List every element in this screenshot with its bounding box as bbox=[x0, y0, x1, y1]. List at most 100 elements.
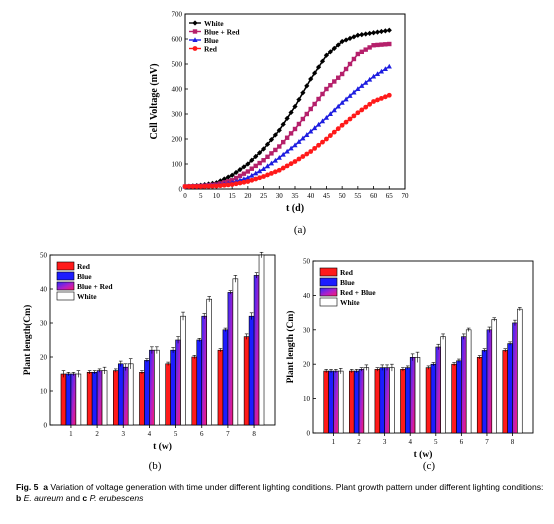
data-point bbox=[192, 20, 198, 26]
bar bbox=[227, 292, 234, 426]
data-point bbox=[268, 137, 275, 143]
data-point bbox=[347, 61, 353, 67]
data-point bbox=[304, 83, 310, 89]
y-tick-label: 600 bbox=[172, 36, 183, 44]
x-tick-label: 3 bbox=[383, 438, 387, 446]
data-point bbox=[378, 28, 385, 35]
data-point bbox=[312, 70, 318, 76]
y-tick-label: 400 bbox=[172, 86, 183, 94]
y-tick-label: 40 bbox=[40, 286, 48, 294]
data-point bbox=[335, 42, 341, 48]
data-point bbox=[355, 110, 361, 116]
data-point bbox=[237, 173, 243, 179]
series-line bbox=[184, 65, 390, 188]
data-point bbox=[237, 167, 243, 173]
legend-label: White bbox=[77, 292, 97, 301]
data-point bbox=[225, 182, 231, 188]
data-point bbox=[245, 179, 251, 184]
plot-frame bbox=[312, 260, 534, 434]
bar bbox=[476, 357, 483, 434]
x-tick-label: 65 bbox=[386, 192, 394, 200]
x-tick-label: 8 bbox=[511, 438, 515, 446]
data-point bbox=[296, 121, 302, 127]
plot-frame bbox=[49, 254, 276, 426]
data-point bbox=[374, 71, 381, 76]
data-point bbox=[339, 38, 345, 45]
data-point bbox=[241, 164, 247, 170]
data-point bbox=[296, 97, 302, 103]
data-point bbox=[319, 118, 326, 124]
data-point bbox=[367, 76, 373, 82]
data-point bbox=[272, 157, 278, 163]
data-point bbox=[351, 89, 357, 95]
bar bbox=[232, 278, 239, 426]
bar bbox=[60, 373, 67, 426]
x-tick-label: 5 bbox=[174, 430, 178, 438]
bar bbox=[165, 363, 171, 426]
data-point bbox=[300, 135, 306, 141]
data-point bbox=[300, 116, 306, 122]
data-point bbox=[320, 91, 325, 97]
data-point bbox=[351, 113, 357, 119]
bar bbox=[323, 370, 329, 434]
data-point bbox=[280, 151, 286, 157]
legend-label: Blue bbox=[340, 278, 355, 287]
data-point bbox=[308, 149, 314, 154]
bar bbox=[70, 373, 77, 426]
data-point bbox=[284, 115, 290, 121]
data-point bbox=[265, 154, 270, 160]
chart-a-voltage: 0 5 10 15 20 25 30 35 40 45 50 55 60 65 70010020030040… bbox=[149, 11, 409, 215]
data-point bbox=[308, 106, 313, 112]
data-point bbox=[316, 96, 321, 102]
x-tick-label: 7 bbox=[485, 438, 489, 446]
data-point bbox=[253, 176, 259, 182]
data-point bbox=[284, 163, 290, 169]
x-tick-label: 55 bbox=[354, 192, 362, 200]
y-tick-label: 20 bbox=[40, 354, 48, 362]
data-point bbox=[304, 132, 310, 137]
data-point bbox=[261, 158, 266, 163]
data-point bbox=[315, 64, 322, 70]
legend-label: White bbox=[204, 19, 224, 28]
data-point bbox=[253, 170, 259, 176]
data-point bbox=[249, 157, 255, 163]
x-tick-label: 40 bbox=[307, 192, 315, 200]
data-point bbox=[192, 37, 198, 42]
y-tick-label: 30 bbox=[40, 320, 48, 328]
bar bbox=[191, 356, 198, 426]
data-point bbox=[383, 42, 388, 47]
data-point bbox=[257, 150, 263, 156]
data-point bbox=[312, 145, 318, 151]
data-point bbox=[221, 182, 227, 188]
data-point bbox=[316, 142, 321, 148]
x-tick-label: 2 bbox=[95, 430, 99, 438]
data-point bbox=[249, 177, 255, 183]
series-red bbox=[182, 92, 392, 189]
data-point bbox=[288, 145, 294, 151]
data-point bbox=[339, 99, 345, 105]
data-point bbox=[347, 116, 353, 122]
legend-swatch bbox=[56, 271, 75, 281]
data-point bbox=[264, 141, 271, 147]
data-point bbox=[355, 51, 361, 57]
data-point bbox=[319, 58, 326, 64]
bar bbox=[409, 357, 416, 434]
caption-c-label: c bbox=[82, 493, 88, 503]
x-tick-label: 5 bbox=[199, 192, 203, 200]
bar bbox=[86, 371, 93, 426]
data-point bbox=[378, 68, 385, 74]
data-point bbox=[245, 161, 251, 167]
x-axis-label: t (w) bbox=[153, 441, 172, 452]
bar bbox=[430, 363, 437, 434]
data-point bbox=[324, 86, 329, 92]
y-tick-label: 30 bbox=[303, 326, 311, 334]
data-point bbox=[304, 111, 309, 117]
legend-swatch bbox=[319, 287, 338, 297]
bar bbox=[170, 349, 176, 426]
data-point bbox=[276, 167, 282, 173]
data-point bbox=[190, 184, 196, 189]
data-point bbox=[253, 163, 258, 169]
bar bbox=[465, 329, 472, 434]
